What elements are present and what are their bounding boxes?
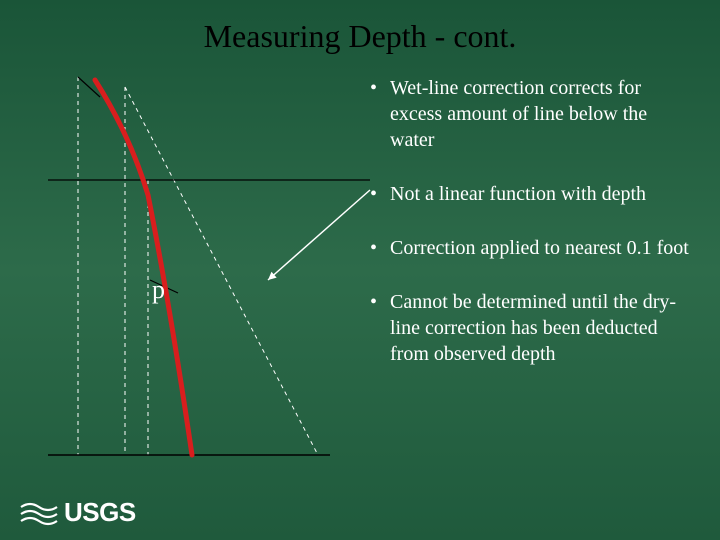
usgs-logo-text: USGS — [64, 497, 136, 528]
bullet-item: Correction applied to nearest 0.1 foot — [370, 235, 690, 261]
bullet-list: Wet-line correction corrects for excess … — [350, 75, 690, 455]
usgs-wave-icon — [20, 499, 58, 527]
usgs-logo: USGS — [20, 497, 136, 528]
bullet-item: Wet-line correction corrects for excess … — [370, 75, 690, 153]
bullet-item: Not a linear function with depth — [370, 181, 690, 207]
content-row: p Wet-line correction corrects for exces… — [0, 55, 720, 455]
angle-label-p: p — [152, 275, 165, 305]
depth-diagram: p — [30, 75, 350, 455]
page-title: Measuring Depth - cont. — [0, 0, 720, 55]
bullet-item: Cannot be determined until the dry-line … — [370, 289, 690, 367]
